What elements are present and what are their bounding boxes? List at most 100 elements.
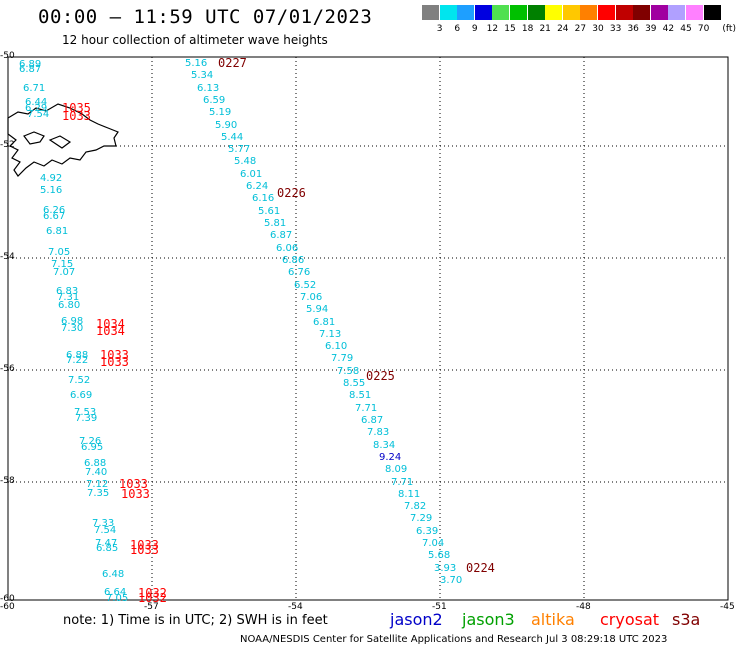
track-label: 7.31 bbox=[57, 292, 80, 303]
latitude-tick-label: -56 bbox=[0, 364, 15, 374]
scale-swatch bbox=[668, 5, 686, 20]
track-label: 6.01 bbox=[240, 169, 263, 180]
track-label: 7.54 bbox=[94, 525, 117, 536]
track-label: 6.85 bbox=[96, 543, 119, 554]
scale-swatch bbox=[527, 5, 545, 20]
track-label: 6.87 bbox=[361, 415, 384, 426]
track-label: 6.64 bbox=[104, 587, 127, 598]
scale-swatch bbox=[562, 5, 580, 20]
track-time-label: 0227 bbox=[218, 56, 247, 70]
track-label: 7.22 bbox=[66, 355, 89, 366]
track-label: 7.58 bbox=[337, 366, 360, 377]
track-label: 7.06 bbox=[300, 292, 323, 303]
scale-swatch bbox=[598, 5, 615, 20]
scale-label: 70 bbox=[697, 24, 710, 34]
track-label: 8.09 bbox=[385, 464, 408, 475]
track-label: 7.30 bbox=[61, 323, 84, 334]
track-label: 6.88 bbox=[84, 458, 107, 469]
longitude-tick-label: -57 bbox=[144, 602, 159, 612]
track-label: 5.61 bbox=[258, 206, 281, 217]
scale-unit: (ft) bbox=[722, 24, 736, 34]
track-label: 5.81 bbox=[264, 218, 287, 229]
satellite-legend-item: cryosat bbox=[600, 610, 660, 629]
track-time-label: 1034 bbox=[96, 324, 125, 338]
track-label: 7.52 bbox=[68, 375, 91, 386]
track-label: 7.40 bbox=[85, 467, 108, 478]
scale-swatch bbox=[580, 5, 598, 20]
track-label: 6.98 bbox=[61, 316, 84, 327]
track-time-label: 1035 bbox=[62, 101, 91, 115]
longitude-tick-label: -60 bbox=[0, 602, 15, 612]
track-time-label: 1032 bbox=[138, 586, 167, 600]
scale-label: 33 bbox=[609, 24, 622, 34]
scale-label: 45 bbox=[680, 24, 692, 34]
latitude-tick-label: -54 bbox=[0, 252, 15, 262]
track-label: 7.82 bbox=[404, 501, 427, 512]
scale-swatch bbox=[439, 5, 457, 20]
track-label: 6.39 bbox=[416, 526, 439, 537]
track-label: 6.06 bbox=[276, 243, 299, 254]
scale-label: 15 bbox=[504, 24, 516, 34]
satellite-legend-item: s3a bbox=[672, 610, 701, 629]
scale-swatch bbox=[703, 5, 721, 20]
satellite-legend-item: altika bbox=[531, 610, 575, 629]
track-label: 5.68 bbox=[428, 550, 451, 561]
track-label: 5.48 bbox=[234, 156, 257, 167]
track-label: 6.10 bbox=[325, 341, 348, 352]
scale-swatch bbox=[492, 5, 510, 20]
credit-line: NOAA/NESDIS Center for Satellite Applica… bbox=[240, 634, 668, 645]
track-label: 3.70 bbox=[440, 575, 463, 586]
track-label: 6.83 bbox=[56, 286, 79, 297]
track-label: 7.54 bbox=[27, 109, 50, 120]
scale-label: 24 bbox=[557, 24, 569, 34]
falkland-islands-outline bbox=[7, 103, 119, 177]
track-label: 7.05 bbox=[48, 247, 71, 258]
track-label: 7.39 bbox=[75, 413, 98, 424]
chart-title: 00:00 — 11:59 UTC 07/01/2023 bbox=[38, 6, 373, 28]
track-time-label: 0225 bbox=[366, 369, 395, 383]
track-label: 4.92 bbox=[40, 173, 63, 184]
track-label: 6.88 bbox=[66, 350, 89, 361]
scale-label: 12 bbox=[486, 24, 499, 34]
lat-lon-grid bbox=[8, 57, 728, 600]
track-label: 7.05 bbox=[106, 593, 129, 604]
track-time-label: 0224 bbox=[466, 561, 495, 575]
scale-label: 39 bbox=[645, 24, 657, 34]
scale-label: 9 bbox=[471, 24, 478, 34]
track-label: 6.13 bbox=[197, 83, 220, 94]
scale-label: 30 bbox=[592, 24, 604, 34]
latitude-tick-label: -58 bbox=[0, 476, 15, 486]
track-label: 6.95 bbox=[81, 442, 104, 453]
track-label: 6.44 bbox=[25, 97, 48, 108]
track-label: 7.29 bbox=[410, 513, 433, 524]
track-label: 5.77 bbox=[228, 144, 251, 155]
chart-subtitle: 12 hour collection of altimeter wave hei… bbox=[62, 33, 328, 47]
track-time-label: 1033 bbox=[100, 348, 129, 362]
track-label: 6.80 bbox=[58, 300, 81, 311]
longitude-tick-label: -51 bbox=[432, 602, 447, 612]
scale-label: 6 bbox=[454, 24, 461, 34]
track-label: 6.86 bbox=[282, 255, 305, 266]
scale-swatch bbox=[422, 5, 439, 20]
map-frame bbox=[7, 56, 729, 601]
footnote: note: 1) Time is in UTC; 2) SWH is in fe… bbox=[63, 613, 328, 628]
track-label: 7.71 bbox=[355, 403, 378, 414]
track-label: 7.79 bbox=[331, 353, 354, 364]
scale-label: 36 bbox=[627, 24, 639, 34]
scale-swatch bbox=[510, 5, 527, 20]
track-label: 8.55 bbox=[343, 378, 366, 389]
track-time-label: 1033 bbox=[62, 109, 91, 123]
track-label: 6.69 bbox=[70, 390, 93, 401]
track-label: 7.71 bbox=[391, 477, 414, 488]
track-label: 6.52 bbox=[294, 280, 317, 291]
scale-swatch bbox=[615, 5, 633, 20]
latitude-tick-label: -60 bbox=[0, 594, 15, 604]
scale-label: 21 bbox=[539, 24, 551, 34]
track-label: 7.47 bbox=[95, 538, 118, 549]
track-label: 8.11 bbox=[398, 489, 421, 500]
track-time-label: 1033 bbox=[130, 538, 159, 552]
track-time-label: 1033 bbox=[100, 355, 129, 369]
scale-swatch bbox=[545, 5, 563, 20]
track-label: 6.76 bbox=[288, 267, 311, 278]
scale-label: 27 bbox=[574, 24, 587, 34]
